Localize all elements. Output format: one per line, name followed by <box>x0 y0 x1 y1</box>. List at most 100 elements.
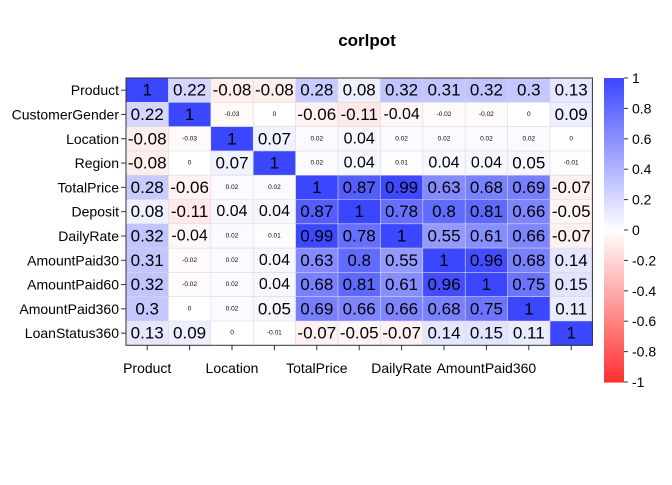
colorbar-segment <box>604 144 624 149</box>
heatmap-cell <box>380 175 424 200</box>
colorbar-segment <box>604 78 624 82</box>
cell-value-label: 0.04 <box>344 130 375 147</box>
colorbar-segment <box>604 363 624 368</box>
heatmap-cell <box>210 150 254 176</box>
colorbar-segment <box>604 84 624 88</box>
colorbar-segment <box>604 272 624 277</box>
cell-value-label: 0.81 <box>343 275 376 294</box>
colorbar-segment <box>604 239 624 243</box>
cell-value-label: 0.61 <box>470 226 503 245</box>
colorbar-segment <box>604 236 624 240</box>
heatmap-cell <box>295 199 339 225</box>
column-label: TotalPrice <box>286 360 348 376</box>
cell-value-label: 0 <box>569 135 573 142</box>
cell-value-label: 0.02 <box>522 135 535 142</box>
heatmap-cell <box>550 199 593 225</box>
row-label: AmountPaid30 <box>27 252 119 268</box>
row-label: AmountPaid60 <box>27 277 119 293</box>
colorbar-segment <box>604 135 624 140</box>
cell-value-label: 0.28 <box>131 178 164 197</box>
heatmap-cell <box>168 175 212 200</box>
cell-value-label: -0.06 <box>170 178 209 197</box>
colorbar-segment <box>604 284 624 289</box>
heatmap-cell <box>210 321 254 346</box>
cell-value-label: 0.3 <box>135 299 159 318</box>
heatmap-cell <box>210 223 254 249</box>
cell-value-label: 1 <box>397 226 406 245</box>
cell-value-label: 1 <box>142 81 151 100</box>
colorbar-segment <box>604 199 624 204</box>
colorbar-segment <box>604 318 624 322</box>
heatmap-value-labels: 1 0.22 -0.08 -0.08 0.28 0.08 0.32 0.31 0.32 0.3 0.… <box>128 81 591 343</box>
cell-value-label: 0.02 <box>226 184 239 191</box>
colorbar-segment <box>604 375 624 380</box>
cell-value-label: 0.14 <box>555 251 588 270</box>
colorbar-segment <box>604 211 624 216</box>
colorbar-segment <box>604 117 624 122</box>
cell-value-label: -0.04 <box>383 106 420 123</box>
heatmap-cells <box>126 78 593 346</box>
colorbar-segment <box>604 269 624 274</box>
heatmap-cell <box>465 150 509 176</box>
heatmap-cell <box>253 78 297 103</box>
heatmap-cell <box>253 102 297 128</box>
cell-value-label: 0.01 <box>395 160 408 167</box>
colorbar-segment <box>604 342 624 347</box>
cell-value-label: 0.13 <box>555 81 588 100</box>
cell-value-label: 0.8 <box>347 251 371 270</box>
cell-value-label: 0.11 <box>555 299 587 318</box>
row-label: AmountPaid360 <box>19 301 119 317</box>
cell-value-label: 0 <box>230 330 234 337</box>
cell-value-label: 0.02 <box>268 184 281 191</box>
heatmap-cell <box>550 102 593 128</box>
cell-value-label: 0.32 <box>385 81 418 100</box>
cell-value-label: -0.02 <box>479 111 494 118</box>
heatmap-cell <box>295 296 339 322</box>
cell-value-label: 0.04 <box>259 276 290 293</box>
colorbar-segment <box>604 214 624 219</box>
cell-value-label: 0.22 <box>131 105 164 124</box>
cell-value-label: 1 <box>566 324 575 343</box>
heatmap-cell <box>126 78 169 103</box>
colorbar-segment <box>604 302 624 307</box>
colorbar-segment <box>604 208 624 213</box>
colorbar: 1 0.8 0.6 0.4 0.2 0 -0.2 -0.4 -0.6 -0.8 -1 <box>604 70 656 390</box>
heatmap-cell <box>422 321 466 346</box>
colorbar-segment <box>604 354 624 359</box>
heatmap-cell <box>338 223 381 249</box>
cell-value-label: 0.61 <box>385 275 418 294</box>
heatmap-cell <box>168 296 212 322</box>
heatmap-grid <box>125 77 593 346</box>
cell-value-label: 0.81 <box>470 202 503 221</box>
heatmap-cell <box>210 126 254 152</box>
row-label: CustomerGender <box>12 106 120 122</box>
cell-value-label: 1 <box>312 178 321 197</box>
heatmap-cell <box>465 223 509 249</box>
colorbar-tick-label: -0.8 <box>632 344 656 360</box>
heatmap-cell <box>507 272 551 298</box>
heatmap-cell <box>126 272 169 298</box>
heatmap-cell <box>380 321 424 346</box>
heatmap-cell <box>126 223 169 249</box>
colorbar-segment <box>604 138 624 143</box>
cell-value-label: 1 <box>439 251 448 270</box>
colorbar-segment <box>604 339 624 344</box>
cell-value-label: 0.04 <box>344 155 375 172</box>
cell-value-label: 0.02 <box>226 281 239 288</box>
colorbar-segment <box>604 120 624 125</box>
cell-value-label: 0.75 <box>512 275 545 294</box>
heatmap-cell <box>465 199 509 225</box>
cell-value-label: -0.11 <box>340 105 378 124</box>
cell-value-label: 0.69 <box>300 299 333 318</box>
colorbar-segment <box>604 278 624 283</box>
cell-value-label: 0.68 <box>512 251 545 270</box>
colorbar-segment <box>604 175 624 179</box>
cell-value-label: 0.04 <box>259 252 290 269</box>
colorbar-segment <box>604 333 624 337</box>
colorbar-segment <box>604 132 624 137</box>
heatmap-cell <box>295 175 339 200</box>
colorbar-tick-label: -0.6 <box>632 313 656 329</box>
cell-value-label: 0.87 <box>343 178 376 197</box>
row-label: Product <box>71 82 119 98</box>
heatmap-cell <box>380 150 424 176</box>
